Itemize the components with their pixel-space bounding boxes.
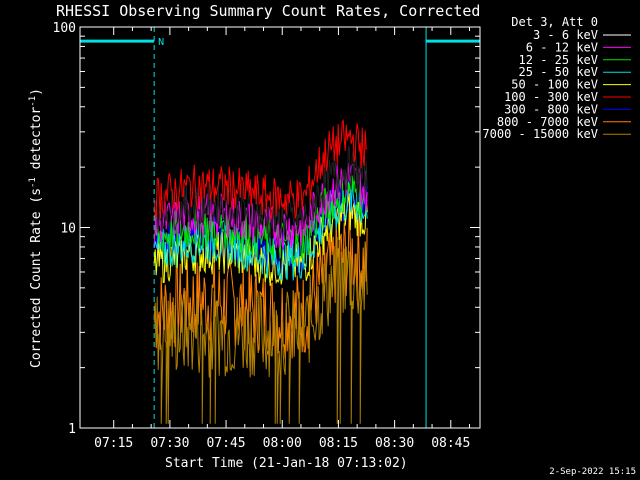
x-tick-label: 08:30 (375, 436, 414, 451)
night-marker-label: N (158, 37, 164, 48)
y-axis-label-mid: detector (29, 107, 44, 178)
y-tick-label: 1 (68, 422, 76, 437)
axes: 1 10 100 07:15 07:30 07:45 08:00 08:15 08:30 08:4… (53, 21, 481, 451)
y-axis-label-main: Corrected Count Rate (s (29, 188, 44, 368)
x-tick-label: 08:00 (263, 436, 302, 451)
legend-entry-label: 25 - 50 keV (519, 65, 598, 79)
y-axis-label: Corrected Count Rate (s-1 detector-1) (28, 88, 44, 368)
y-axis-label-sup1: -1 (28, 177, 38, 188)
series-line-1 (153, 163, 368, 250)
y-axis-label-sup2: -1 (28, 96, 38, 107)
y-axis-label-end: ) (29, 88, 44, 96)
legend-entry-label: 50 - 100 keV (511, 78, 598, 92)
series-line-5 (153, 118, 368, 220)
legend-entry-label: 300 - 800 keV (504, 102, 598, 116)
legend-entry-label: 7000 - 15000 keV (482, 127, 598, 141)
legend-entry-label: 6 - 12 keV (526, 40, 598, 54)
legend-entry-label: 3 - 6 keV (533, 28, 598, 42)
x-tick-label: 08:15 (319, 436, 358, 451)
plot-area: N (79, 27, 481, 428)
series-line-8 (153, 235, 368, 424)
legend-entry-label: 100 - 300 keV (504, 90, 598, 104)
footer-timestamp: 2-Sep-2022 15:15 (549, 467, 636, 477)
y-tick-label: 100 (53, 21, 76, 36)
x-axis-label: Start Time (21-Jan-18 07:13:02) (165, 456, 408, 471)
legend-entry-label: 800 - 7000 keV (497, 115, 598, 129)
chart-title: RHESSI Observing Summary Count Rates, Co… (56, 2, 480, 20)
legend-title: Det 3, Att 0 (511, 15, 598, 29)
series-line-0 (153, 145, 368, 239)
x-tick-label: 07:30 (150, 436, 189, 451)
legend-entry-label: 12 - 25 keV (519, 53, 598, 67)
x-tick-label: 07:45 (206, 436, 245, 451)
x-tick-label: 08:45 (431, 436, 470, 451)
x-tick-label: 07:15 (94, 436, 133, 451)
y-tick-label: 10 (60, 222, 76, 237)
